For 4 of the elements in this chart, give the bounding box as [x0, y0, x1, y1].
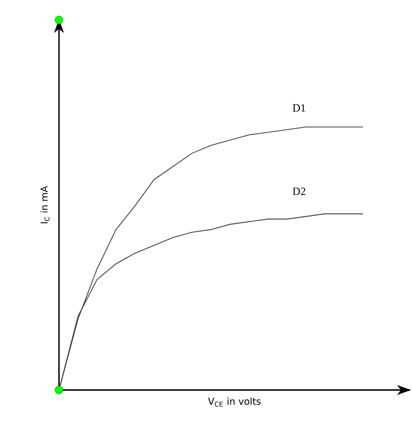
x-axis-title: V$_{CE}$ in volts	[208, 398, 261, 407]
y-axis-title: I$_{C}$ in mA	[40, 186, 50, 224]
series-label: D2	[292, 188, 306, 195]
series-label: D1	[292, 104, 306, 112]
